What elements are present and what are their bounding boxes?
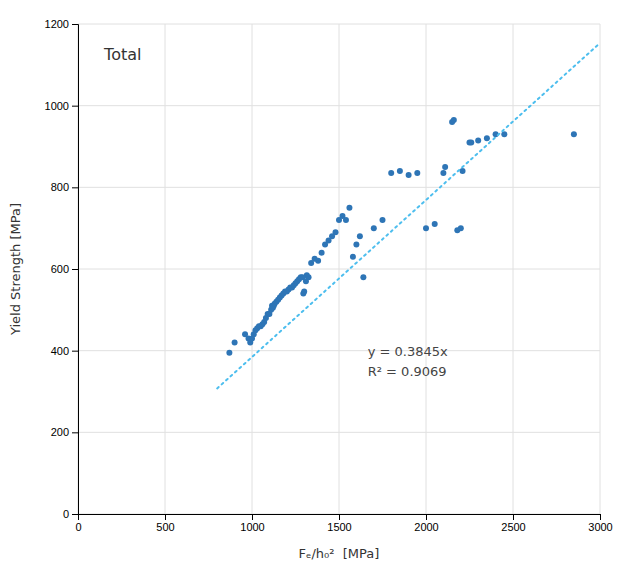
tick: 1200	[45, 18, 78, 30]
tick-mark	[72, 24, 78, 25]
tick-mark	[339, 514, 340, 520]
grid-line	[78, 105, 600, 106]
tick-label: 0	[63, 508, 69, 520]
x-axis-label: Fₑ/h₀² [MPa]	[299, 546, 380, 561]
y-axis: 0 200 400 600 800 1000 1200	[45, 18, 79, 520]
tick-label: 500	[156, 521, 174, 533]
tick-mark	[513, 514, 514, 520]
grid-line	[78, 187, 600, 188]
grid-line	[78, 350, 600, 351]
point	[460, 168, 466, 174]
y-axis-label: Yield Strength [MPa]	[8, 203, 23, 336]
point	[571, 131, 577, 137]
tick: 1000	[240, 514, 264, 533]
point	[458, 225, 464, 231]
point	[468, 139, 474, 145]
annotation: y = 0.3845x	[368, 344, 448, 359]
tick: 200	[51, 426, 78, 438]
tick-label: 1000	[240, 521, 264, 533]
x-axis: 0 500 1000 1500 2000 2500 3000	[75, 514, 612, 533]
tick: 2000	[414, 514, 438, 533]
tick-label: 1500	[327, 521, 351, 533]
point	[333, 229, 339, 235]
point	[343, 217, 349, 223]
tick-label: 600	[51, 263, 69, 275]
tick-label: 3000	[588, 521, 612, 533]
point	[306, 274, 312, 280]
point	[319, 250, 325, 256]
tick: 600	[51, 263, 78, 275]
tick-mark	[72, 106, 78, 107]
tick-label: 200	[51, 426, 69, 438]
point	[451, 117, 457, 123]
point	[432, 221, 438, 227]
point	[406, 172, 412, 178]
point	[442, 164, 448, 170]
tick: 500	[156, 514, 174, 533]
tick: 2500	[501, 514, 525, 533]
point	[360, 274, 366, 280]
tick-mark	[72, 187, 78, 188]
point	[301, 288, 307, 294]
chart: 0 500 1000 1500 2000 2500 3000 0 200 400 600 800 100…	[0, 0, 630, 574]
grid-line	[78, 269, 600, 270]
tick-label: 400	[51, 345, 69, 357]
tick-mark	[72, 514, 78, 515]
point	[388, 170, 394, 176]
tick: 0	[75, 514, 81, 533]
point	[423, 225, 429, 231]
tick-label: 2500	[501, 521, 525, 533]
tick-mark	[165, 514, 166, 520]
tick-label: 800	[51, 181, 69, 193]
tick-label: 1200	[45, 18, 69, 30]
point	[475, 137, 481, 143]
tick-label: 2000	[414, 521, 438, 533]
point	[346, 205, 352, 211]
point	[397, 168, 403, 174]
grid	[78, 24, 600, 514]
tick: 1500	[327, 514, 351, 533]
scatter-series	[226, 117, 577, 356]
tick-mark	[600, 514, 601, 520]
point	[484, 135, 490, 141]
axis-line	[79, 515, 601, 521]
tick-label: 0	[75, 521, 81, 533]
tick-mark	[252, 514, 253, 520]
tick: 0	[63, 508, 78, 520]
tick: 1000	[45, 100, 78, 112]
tick: 400	[51, 345, 78, 357]
grid-line	[78, 432, 600, 433]
point	[440, 170, 446, 176]
grid-line	[78, 24, 600, 25]
tick-mark	[426, 514, 427, 520]
point	[357, 233, 363, 239]
point	[350, 254, 356, 260]
tick-mark	[72, 351, 78, 352]
point	[501, 131, 507, 137]
point	[380, 217, 386, 223]
tick: 3000	[588, 514, 612, 533]
tick: 800	[51, 181, 78, 193]
annotation: R² = 0.9069	[368, 364, 447, 379]
point	[315, 258, 321, 264]
plot: 0 500 1000 1500 2000 2500 3000 0 200 400 600 800 100…	[45, 18, 613, 533]
point	[226, 350, 232, 356]
point	[414, 170, 420, 176]
tick-label: 1000	[45, 100, 69, 112]
annotation: Total	[103, 45, 141, 64]
point	[371, 225, 377, 231]
point	[232, 340, 238, 346]
trend-line	[217, 43, 600, 388]
axis-line	[72, 25, 79, 515]
marks	[217, 43, 600, 388]
tick-mark	[72, 269, 78, 270]
point	[353, 242, 359, 248]
tick-mark	[72, 432, 78, 433]
